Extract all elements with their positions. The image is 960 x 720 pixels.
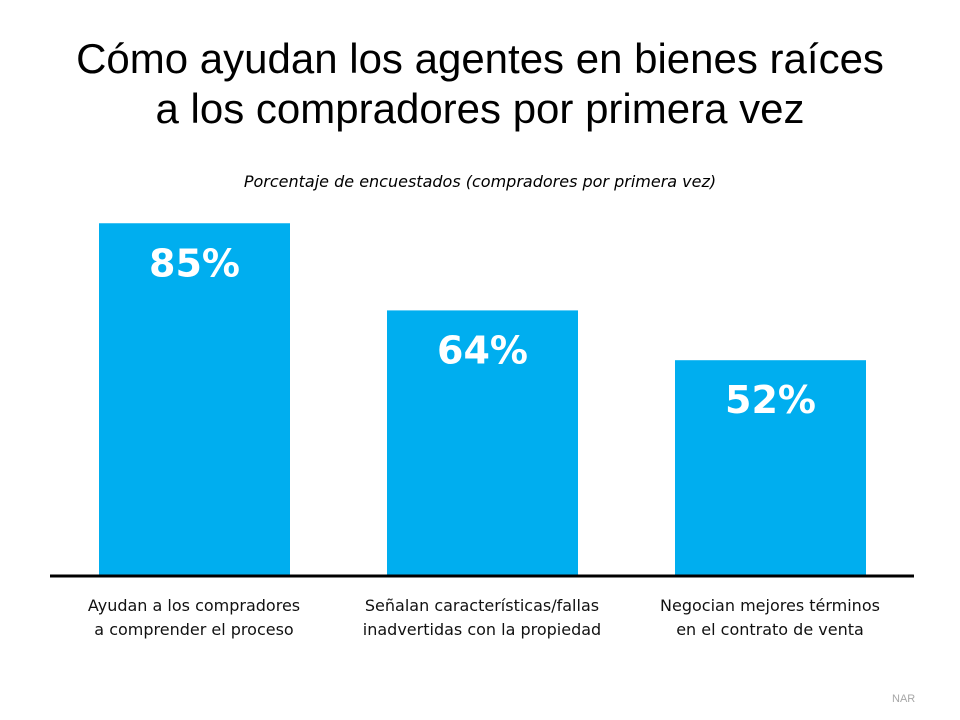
- data-label-2: 64%: [437, 328, 528, 372]
- bar-3: [675, 360, 866, 576]
- category-label-1-line-1: Ayudan a los compradores: [87, 596, 301, 615]
- category-label-3-line-1: Negocian mejores términos: [660, 596, 880, 615]
- title-line-2: a los compradores por primera vez: [155, 85, 805, 132]
- category-label-3: Negocian mejores términos en el contrato…: [620, 594, 920, 642]
- bar-1: [99, 223, 290, 576]
- category-label-1-line-2: a comprender el proceso: [94, 620, 294, 639]
- title-line-1: Cómo ayudan los agentes en bienes raíces: [76, 35, 884, 82]
- data-label-3: 52%: [725, 378, 816, 422]
- bar-2: [387, 310, 578, 576]
- chart-title: Cómo ayudan los agentes en bienes raíces…: [0, 34, 960, 134]
- category-label-2-line-1: Señalan características/fallas: [364, 596, 600, 615]
- category-label-2-line-2: inadvertidas con la propiedad: [362, 620, 602, 639]
- category-label-2: Señalan características/fallas inadverti…: [332, 594, 632, 642]
- data-label-1: 85%: [149, 241, 240, 285]
- source-label: NAR: [892, 693, 916, 705]
- category-label-3-line-2: en el contrato de venta: [676, 620, 864, 639]
- category-label-1: Ayudan a los compradores a comprender el…: [44, 594, 344, 642]
- chart-subtitle: Porcentaje de encuestados (compradores p…: [243, 172, 717, 191]
